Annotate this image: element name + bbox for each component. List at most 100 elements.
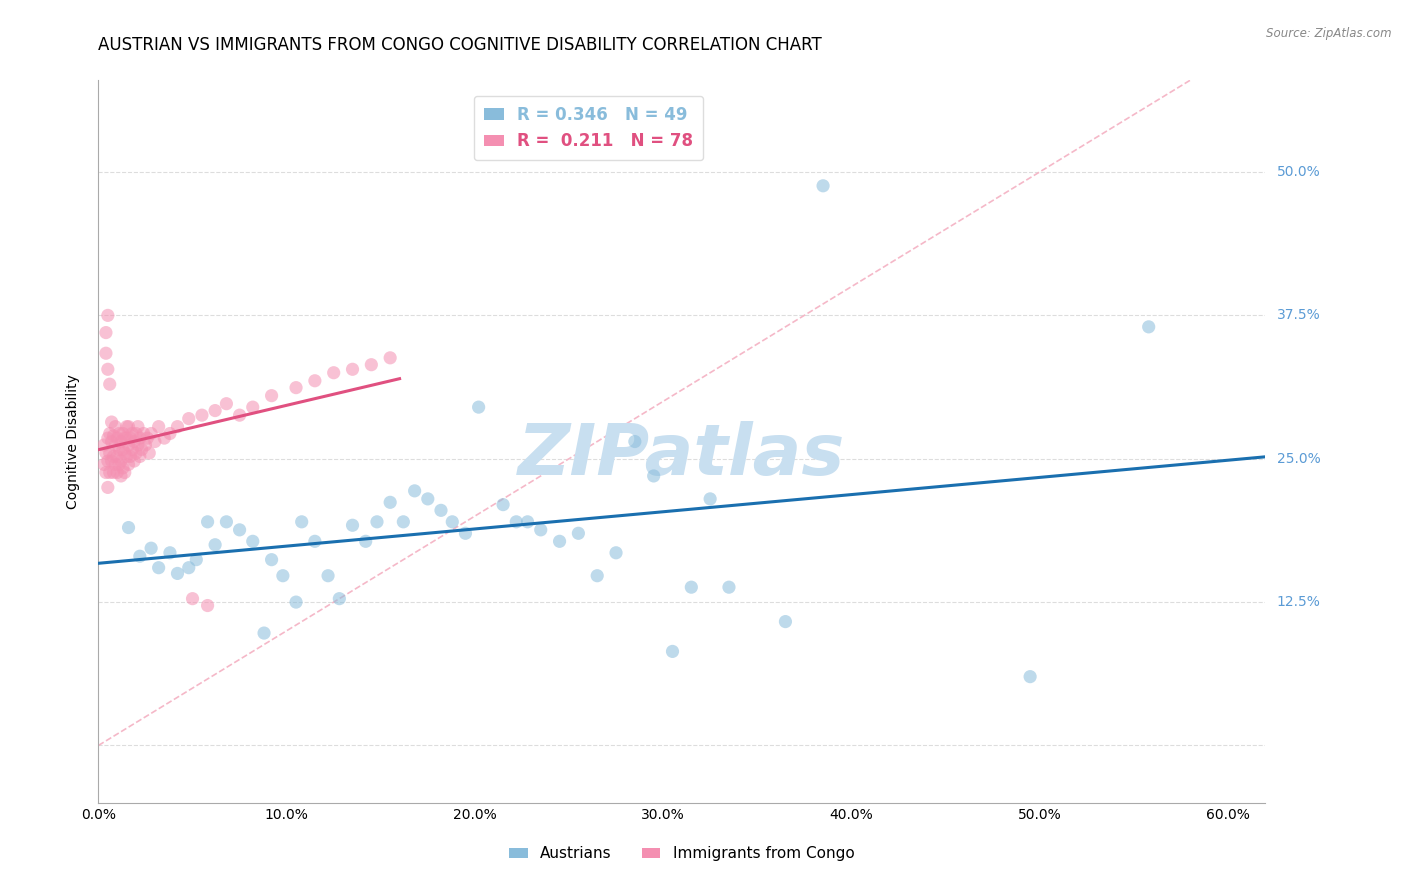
Legend: Austrians, Immigrants from Congo: Austrians, Immigrants from Congo (503, 840, 860, 867)
Point (342, 362, 364, 376)
Point (242, 534, 264, 549)
Point (128, 431, 150, 445)
Point (105, 431, 128, 445)
Point (105, 466, 128, 480)
Point (139, 426, 162, 441)
Point (441, 515, 464, 529)
Point (285, 381, 308, 395)
Point (128, 549, 150, 564)
Point (186, 552, 208, 566)
Point (699, 491, 721, 506)
Point (111, 461, 134, 475)
Point (548, 534, 571, 549)
Point (354, 534, 377, 549)
Point (197, 599, 219, 613)
Text: 50.0%: 50.0% (1277, 165, 1320, 179)
Point (505, 515, 527, 529)
Point (605, 546, 627, 560)
Point (624, 434, 647, 449)
Point (97, 362, 120, 376)
Point (215, 515, 238, 529)
Point (643, 469, 665, 483)
Point (122, 454, 145, 468)
Point (360, 358, 382, 372)
Point (454, 526, 477, 541)
Point (139, 541, 162, 556)
Point (121, 426, 143, 441)
Point (380, 495, 402, 509)
Point (143, 434, 166, 449)
Point (97, 480, 120, 494)
Point (342, 518, 364, 533)
Point (100, 434, 122, 449)
Text: 25.0%: 25.0% (1277, 451, 1320, 466)
Point (1019, 670, 1042, 684)
Point (166, 566, 188, 581)
Point (304, 374, 326, 388)
Point (215, 397, 238, 411)
Point (94, 466, 117, 480)
Point (120, 450, 142, 464)
Point (94, 346, 117, 360)
Point (404, 483, 426, 498)
Point (204, 538, 226, 552)
Point (271, 568, 294, 582)
Point (125, 426, 148, 441)
Text: AUSTRIAN VS IMMIGRANTS FROM CONGO COGNITIVE DISABILITY CORRELATION CHART: AUSTRIAN VS IMMIGRANTS FROM CONGO COGNIT… (98, 36, 823, 54)
Point (114, 431, 136, 445)
Point (717, 580, 740, 594)
Point (115, 419, 138, 434)
Point (108, 458, 131, 472)
Point (322, 366, 344, 380)
Point (138, 446, 160, 460)
Point (115, 431, 138, 445)
Point (467, 400, 489, 414)
Text: 12.5%: 12.5% (1277, 595, 1320, 609)
Point (197, 515, 219, 529)
Point (416, 491, 439, 506)
Point (228, 408, 250, 422)
Point (104, 419, 127, 434)
Point (148, 419, 170, 434)
Point (115, 450, 138, 464)
Point (108, 442, 131, 457)
Point (110, 454, 132, 468)
Point (181, 591, 204, 606)
Text: Source: ZipAtlas.com: Source: ZipAtlas.com (1267, 27, 1392, 40)
Point (120, 431, 142, 445)
Point (111, 442, 134, 457)
Point (380, 351, 402, 365)
Point (105, 450, 128, 464)
Text: 37.5%: 37.5% (1277, 309, 1320, 322)
Point (681, 580, 703, 594)
Point (131, 442, 153, 457)
Point (204, 403, 226, 417)
Point (775, 615, 797, 629)
Point (97, 454, 120, 468)
Point (125, 446, 148, 460)
Point (291, 515, 314, 529)
Point (260, 389, 283, 403)
Point (93, 438, 115, 452)
Point (104, 458, 127, 472)
Point (103, 450, 125, 464)
Point (228, 523, 250, 537)
Point (114, 446, 136, 460)
Point (100, 454, 122, 468)
Point (260, 552, 283, 566)
Point (122, 434, 145, 449)
Point (132, 426, 155, 441)
Point (117, 458, 139, 472)
Point (159, 426, 181, 441)
Point (103, 429, 125, 443)
Point (492, 498, 515, 512)
Point (159, 546, 181, 560)
Point (98, 466, 121, 480)
Point (127, 419, 149, 434)
Point (328, 591, 350, 606)
Point (110, 434, 132, 449)
Point (253, 626, 276, 640)
Point (103, 466, 125, 480)
Point (661, 644, 683, 658)
Point (285, 595, 308, 609)
